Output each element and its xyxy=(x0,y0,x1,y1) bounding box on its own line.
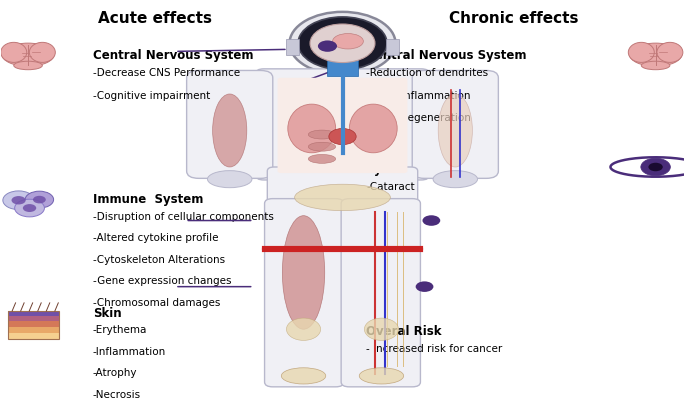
Circle shape xyxy=(14,199,45,217)
FancyBboxPatch shape xyxy=(186,70,273,178)
Text: -Inflammation: -Inflammation xyxy=(93,347,166,357)
Text: -Disruption of cellular components: -Disruption of cellular components xyxy=(93,212,274,222)
Bar xyxy=(8,327,59,333)
Text: -Altered cytokine profile: -Altered cytokine profile xyxy=(93,233,219,243)
Text: Skin: Skin xyxy=(93,307,122,320)
Ellipse shape xyxy=(308,154,336,163)
Ellipse shape xyxy=(433,171,477,188)
Ellipse shape xyxy=(310,24,375,63)
Bar xyxy=(327,53,358,76)
Ellipse shape xyxy=(359,368,403,384)
Ellipse shape xyxy=(14,61,42,70)
Text: -Erythema: -Erythema xyxy=(93,325,147,335)
Circle shape xyxy=(423,215,440,226)
Ellipse shape xyxy=(349,104,397,153)
Ellipse shape xyxy=(333,33,363,49)
Text: -Reduction of dendrites: -Reduction of dendrites xyxy=(366,68,488,79)
Bar xyxy=(386,39,399,55)
Text: Chronic effects: Chronic effects xyxy=(449,11,578,26)
Ellipse shape xyxy=(2,43,54,66)
Text: -Cytoskeleton Alterations: -Cytoskeleton Alterations xyxy=(93,255,225,265)
Ellipse shape xyxy=(295,184,390,210)
Circle shape xyxy=(649,163,663,171)
Text: -Chromosomal damages: -Chromosomal damages xyxy=(93,298,221,308)
Text: Central Nervous System: Central Nervous System xyxy=(93,49,253,62)
Bar xyxy=(8,311,59,339)
Ellipse shape xyxy=(308,130,336,139)
Text: -Necrosis: -Necrosis xyxy=(93,389,141,400)
Circle shape xyxy=(641,158,671,176)
Ellipse shape xyxy=(308,142,336,151)
Ellipse shape xyxy=(657,42,683,62)
Ellipse shape xyxy=(282,368,326,384)
Text: -Neuroinflammation: -Neuroinflammation xyxy=(366,91,471,101)
Ellipse shape xyxy=(208,171,252,188)
Circle shape xyxy=(33,196,46,204)
Circle shape xyxy=(23,204,36,212)
Text: -Gene expression changes: -Gene expression changes xyxy=(93,276,232,286)
Ellipse shape xyxy=(212,94,247,167)
Bar xyxy=(8,333,59,339)
Ellipse shape xyxy=(282,216,325,329)
Text: -Neurodegeneration: -Neurodegeneration xyxy=(366,113,471,123)
Ellipse shape xyxy=(364,318,399,340)
Ellipse shape xyxy=(438,94,473,167)
FancyBboxPatch shape xyxy=(412,70,499,178)
Text: -Cataract: -Cataract xyxy=(366,182,415,192)
Ellipse shape xyxy=(288,104,336,153)
Ellipse shape xyxy=(29,42,55,62)
Ellipse shape xyxy=(290,12,395,75)
Circle shape xyxy=(3,191,34,210)
Ellipse shape xyxy=(630,43,682,66)
Circle shape xyxy=(318,40,337,52)
Ellipse shape xyxy=(286,318,321,340)
Circle shape xyxy=(25,191,53,208)
Text: - increased risk for cancer: - increased risk for cancer xyxy=(366,344,503,354)
Text: Central Nervous System: Central Nervous System xyxy=(366,49,527,62)
Ellipse shape xyxy=(1,42,27,62)
Bar xyxy=(8,316,59,321)
FancyBboxPatch shape xyxy=(264,199,344,387)
Bar xyxy=(8,311,59,316)
Bar xyxy=(8,321,59,327)
Text: Acute effects: Acute effects xyxy=(97,11,212,26)
Text: Immune  System: Immune System xyxy=(93,193,203,206)
Text: -Atrophy: -Atrophy xyxy=(93,368,138,378)
FancyBboxPatch shape xyxy=(267,167,418,212)
Ellipse shape xyxy=(329,129,356,144)
FancyBboxPatch shape xyxy=(277,78,408,173)
FancyBboxPatch shape xyxy=(256,69,429,180)
Text: Eye: Eye xyxy=(366,163,390,176)
Ellipse shape xyxy=(641,61,670,70)
Circle shape xyxy=(416,281,434,292)
Text: -Cognitive impairment: -Cognitive impairment xyxy=(93,91,210,101)
Ellipse shape xyxy=(298,17,387,70)
Text: Overal Risk: Overal Risk xyxy=(366,325,442,338)
FancyBboxPatch shape xyxy=(341,199,421,387)
Ellipse shape xyxy=(628,42,654,62)
Bar xyxy=(286,39,299,55)
Polygon shape xyxy=(610,157,685,177)
Circle shape xyxy=(12,196,26,204)
Text: -Decrease CNS Performance: -Decrease CNS Performance xyxy=(93,68,240,79)
